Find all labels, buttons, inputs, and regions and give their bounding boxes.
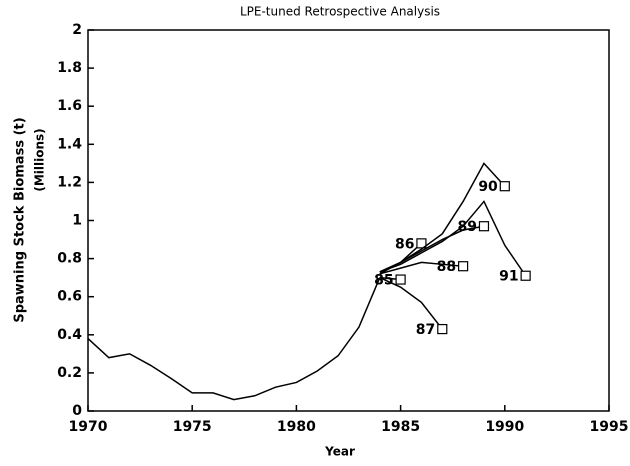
series-line — [87, 277, 381, 401]
end-marker — [437, 323, 448, 335]
x-tick-label: 1985 — [381, 419, 420, 435]
end-marker — [458, 261, 469, 272]
run-label: 88 — [437, 259, 456, 275]
x-axis-label: Year — [324, 445, 355, 459]
run-label: 85 — [374, 273, 393, 289]
plot-frame — [87, 29, 610, 412]
y-tick-label: 1.4 — [57, 136, 82, 152]
y-tick-label: 1.6 — [57, 98, 82, 114]
y-tick-label: 1.8 — [57, 60, 82, 76]
series-line — [379, 162, 506, 273]
end-marker — [478, 221, 490, 232]
chart-title: LPE-tuned Retrospective Analysis — [240, 5, 440, 19]
series-line — [379, 261, 464, 275]
end-marker — [499, 181, 510, 192]
end-marker — [416, 238, 427, 249]
y-axis-label: Spawning Stock Biomass (t) — [13, 117, 28, 322]
run-label: 91 — [499, 269, 518, 285]
y-tick-label: 2 — [72, 22, 82, 38]
y-tick-label: 1.2 — [57, 174, 82, 190]
series-line — [379, 276, 443, 330]
x-tick-label: 1970 — [69, 419, 108, 435]
y-tick-label: 0.8 — [57, 251, 82, 267]
y-tick-label: 0.6 — [57, 289, 82, 305]
y-tick-label: 0 — [72, 403, 82, 419]
run-label: 89 — [457, 219, 476, 235]
end-marker — [520, 270, 531, 281]
y-tick-label: 0.4 — [57, 327, 82, 343]
y-axis-label-units: (Millions) — [33, 128, 47, 191]
run-label: 87 — [416, 322, 435, 338]
end-marker — [395, 274, 406, 285]
x-tick-label: 1975 — [173, 419, 212, 435]
run-label: 90 — [478, 179, 498, 195]
run-label: 86 — [395, 236, 414, 252]
y-tick-label: 0.2 — [57, 365, 82, 381]
x-tick-label: 1995 — [590, 419, 629, 435]
x-tick-label: 1990 — [485, 419, 524, 435]
series-line — [379, 200, 527, 277]
y-tick-label: 1 — [72, 213, 82, 229]
x-tick-label: 1980 — [277, 419, 316, 435]
